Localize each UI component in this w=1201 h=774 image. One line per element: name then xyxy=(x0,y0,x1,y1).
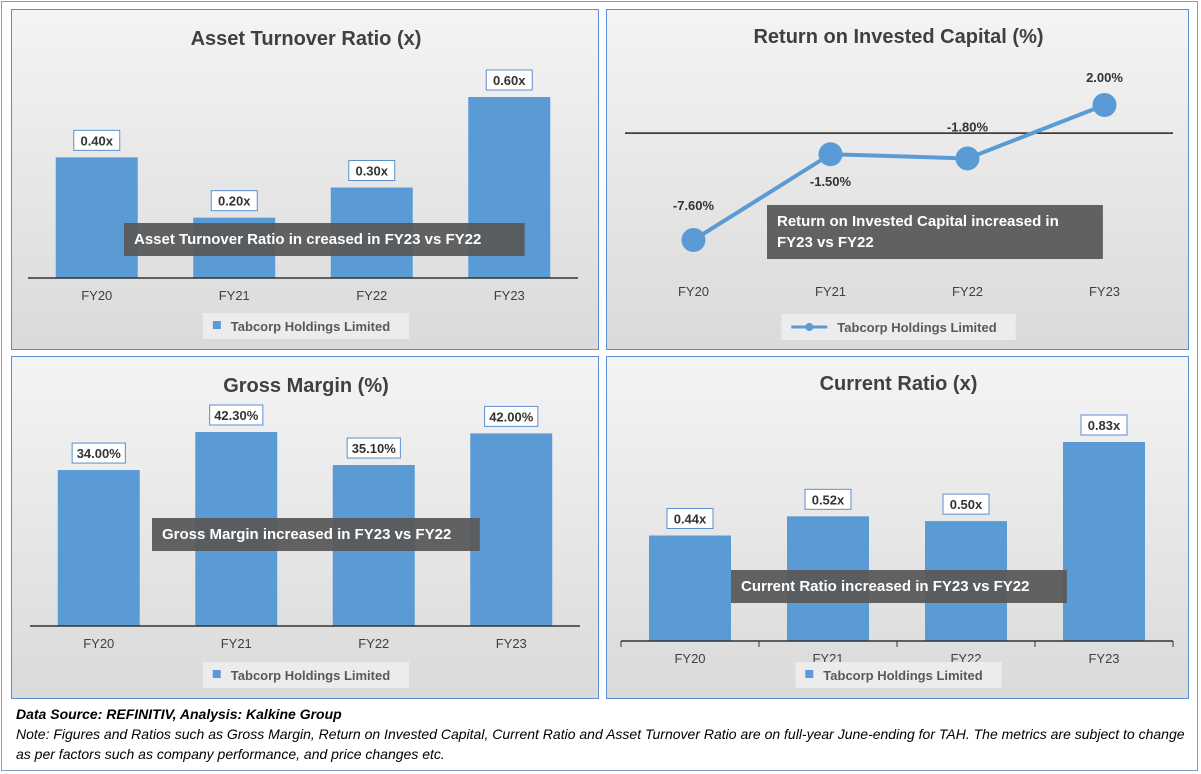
x-tick-label: FY21 xyxy=(219,288,250,303)
legend-label: Tabcorp Holdings Limited xyxy=(231,668,390,683)
legend-label: Tabcorp Holdings Limited xyxy=(231,319,390,334)
bar-fy20 xyxy=(55,157,138,278)
data-label-fy23-box xyxy=(1080,414,1128,436)
chart-title: Asset Turnover Ratio (x) xyxy=(191,28,422,50)
legend-box xyxy=(795,662,1002,688)
data-label-fy20: 0.44x xyxy=(674,512,707,527)
legend-box xyxy=(202,662,410,688)
chart-title: Return on Invested Capital (%) xyxy=(753,26,1043,48)
annotation-box xyxy=(152,518,480,551)
x-tick-label: FY21 xyxy=(221,636,252,651)
data-label-fy22: 35.10% xyxy=(352,441,397,456)
legend-dot-marker xyxy=(805,323,814,331)
chart-title: Gross Margin (%) xyxy=(223,375,389,397)
note-text: Note: Figures and Ratios such as Gross M… xyxy=(16,726,1185,762)
roic-chart: Return on Invested Capital (%) -7.60% FY20… xyxy=(625,26,1173,340)
roic-chart-panel: Return on Invested Capital (%) -7.60% FY20… xyxy=(606,9,1189,350)
data-label-fy22-box xyxy=(346,437,401,459)
data-point-fy21 xyxy=(818,142,843,167)
data-label-fy21: 0.52x xyxy=(812,492,845,507)
annotation-line: Return on Invested Capital increased in xyxy=(777,213,1059,230)
legend-box xyxy=(202,313,410,339)
data-label-fy21: 0.20x xyxy=(218,194,251,209)
x-tick-label: FY20 xyxy=(674,651,705,666)
data-label-fy22-box xyxy=(942,493,990,515)
asset-turnover-chart-panel: Asset Turnover Ratio (x) 0.40x FY20 0.20x FY… xyxy=(11,9,599,350)
legend-label: Tabcorp Holdings Limited xyxy=(837,320,996,335)
data-label-fy20-box xyxy=(71,442,126,464)
x-tick-label: FY20 xyxy=(81,288,112,303)
data-point-fy23 xyxy=(1092,93,1117,117)
data-label-fy21-box xyxy=(209,404,264,426)
data-label-fy20: 0.40x xyxy=(80,133,113,148)
annotation-line: Asset Turnover Ratio in creased in FY23 … xyxy=(134,231,481,248)
data-point-fy20 xyxy=(681,228,706,252)
bar-fy23 xyxy=(470,433,553,626)
footer: Data Source: REFINITIV, Analysis: Kalkin… xyxy=(16,704,1191,764)
legend-label: Tabcorp Holdings Limited xyxy=(823,668,982,683)
data-label-fy21: 42.30% xyxy=(214,408,259,423)
data-label-fy20: -7.60% xyxy=(673,198,715,213)
data-label-fy21: -1.50% xyxy=(810,174,852,189)
series-line xyxy=(692,103,1106,242)
x-tick-label: FY23 xyxy=(1089,284,1120,299)
data-label-fy22-box xyxy=(348,160,396,181)
data-label-fy23: 42.00% xyxy=(489,409,534,424)
data-label-fy21-box xyxy=(210,190,258,212)
legend-square-marker xyxy=(212,670,221,678)
data-label-fy20-box xyxy=(73,129,121,151)
data-label-fy20-box xyxy=(666,508,714,530)
chart-title: Current Ratio (x) xyxy=(820,373,978,395)
annotation-line: Current Ratio increased in FY23 vs FY22 xyxy=(741,578,1029,595)
legend-square-marker xyxy=(805,670,814,678)
x-tick-label: FY23 xyxy=(496,636,527,651)
annotation-box xyxy=(124,223,525,256)
data-label-fy23-box xyxy=(484,405,539,427)
annotation-box xyxy=(767,205,1103,259)
x-tick-label: FY21 xyxy=(815,284,846,299)
x-tick-label: FY23 xyxy=(494,288,525,303)
bar-fy23 xyxy=(1063,442,1145,641)
data-label-fy23: 0.60x xyxy=(493,73,526,88)
current-ratio-chart: Current Ratio (x)0.44xFY200.52xFY210.50x… xyxy=(620,373,1174,688)
data-label-fy21-box xyxy=(804,488,852,510)
x-tick-label: FY20 xyxy=(678,284,709,299)
annotation-line: FY23 vs FY22 xyxy=(777,234,874,251)
x-tick-label: FY20 xyxy=(83,636,114,651)
x-tick-label: FY22 xyxy=(952,284,983,299)
bar-fy20 xyxy=(57,470,140,626)
annotation-line: Gross Margin increased in FY23 vs FY22 xyxy=(162,526,451,543)
annotation-box xyxy=(731,570,1067,603)
gross-margin-chart: Gross Margin (%) 34.00% FY20 42.30% FY21 35.1… xyxy=(30,375,580,688)
current-ratio-chart-panel: Current Ratio (x) 0.44x FY20 0.52x FY21 0.50x… xyxy=(606,356,1189,699)
x-tick-label: FY22 xyxy=(358,636,389,651)
x-tick-label: FY23 xyxy=(1088,651,1119,666)
data-label-fy23: 0.83x xyxy=(1088,418,1121,433)
data-label-fy22: -1.80% xyxy=(947,119,989,134)
legend-square-marker xyxy=(212,321,221,329)
x-tick-label: FY22 xyxy=(356,288,387,303)
data-label-fy20: 34.00% xyxy=(77,446,122,461)
data-label-fy22: 0.30x xyxy=(355,164,388,179)
data-label-fy22: 0.50x xyxy=(950,497,983,512)
data-point-fy22 xyxy=(955,146,980,171)
gross-margin-chart-panel: Gross Margin (%) 34.00% FY20 42.30% FY21 35.1… xyxy=(11,356,599,699)
bar-fy20 xyxy=(649,535,731,641)
asset-turnover-chart: Asset Turnover Ratio (x) 0.40x FY20 0.20x FY… xyxy=(28,28,578,339)
data-label-fy23-box xyxy=(485,69,533,91)
data-label-fy23: 2.00% xyxy=(1086,70,1123,85)
data-source-text: Data Source: REFINITIV, Analysis: Kalkin… xyxy=(16,706,342,722)
